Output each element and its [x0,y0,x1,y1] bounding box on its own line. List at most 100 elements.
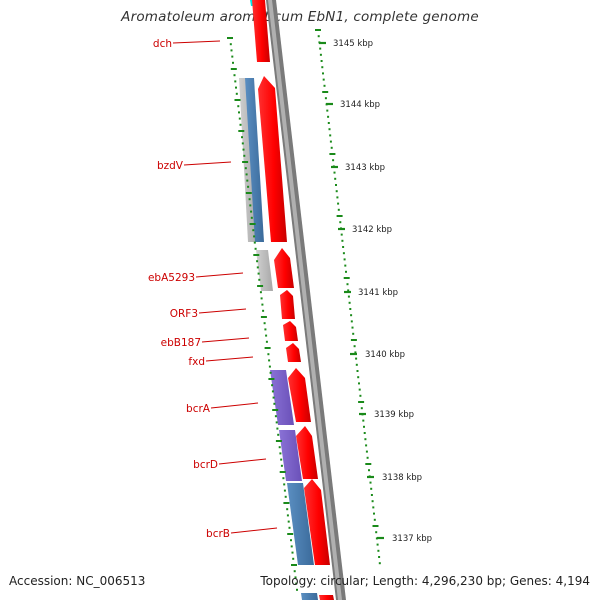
outer-tick-mark [327,122,330,124]
outer-tick-mark [329,140,332,143]
inner-tick-mark [238,130,245,132]
outer-tick-mark [378,556,381,558]
gene-labels: dch bzdV ebA5293 ORF3 ebB187 fxd bcrA bc… [148,38,278,540]
inner-tick-mark [294,576,297,579]
outer-tick-mark [358,382,360,385]
scale-label-3142: 3142 kbp [352,225,392,235]
backbone-highlight [268,0,342,600]
outer-tick-mark [348,301,351,304]
inner-tick-mark [293,570,296,573]
outer-tick-mark [377,549,380,552]
inner-tick-mark [283,502,290,504]
scale-label-3144: 3144 kbp [340,100,380,110]
inner-tick-mark [254,247,257,250]
outer-tick-mark [349,308,352,310]
purple-feature-bcrA [270,370,294,425]
inner-tick-mark [257,285,264,287]
blue-feature-end [301,593,318,600]
outer-tick-mark [376,543,379,546]
outer-tick-mark [365,450,368,453]
inner-tick-mark [235,92,238,95]
outer-tick-mark [319,53,322,56]
outer-tick-mark [347,295,350,298]
label-leader-bcrA [210,402,259,409]
outer-tick-mark [328,128,331,131]
outer-tick-mark [333,171,336,174]
outer-tick-mark [345,270,347,273]
outer-tick-mark [354,351,357,354]
inner-tick-mark [284,495,287,498]
outer-tick-mark [372,506,375,509]
scale-label-3140: 3140 kbp [365,350,405,360]
outer-tick-mark [341,239,344,242]
outer-tick-mark [322,72,324,75]
inner-tick-mark [245,192,252,194]
inner-tick-mark [242,161,249,163]
inner-tick-mark [241,142,244,145]
inner-tick-mark [245,173,248,176]
inner-tick-mark [260,297,263,300]
inner-tick-mark [253,235,256,238]
blue-feature-bcrB [287,483,314,565]
outer-tick-mark [334,177,337,180]
inner-tick-mark [231,55,234,58]
inner-tick-mark [230,49,233,52]
inner-tick-mark [272,396,275,399]
inner-tick-mark [268,365,271,368]
inner-tick-mark [282,477,285,480]
inner-tick-mark [249,223,256,225]
outer-tick-mark [366,456,369,459]
inner-tick-mark [265,340,268,343]
inner-tick-mark [275,440,282,442]
inner-tick-mark [263,322,266,325]
gene-label-fxd: fxd [188,356,205,368]
outer-tick-mark [332,159,335,162]
outer-tick-mark [335,190,338,193]
outer-tick-mark [373,518,376,521]
outer-tick-mark [359,394,362,397]
inner-tick-mark [268,378,275,380]
inner-tick-mark [239,123,242,126]
outer-tick-mark [347,289,350,292]
outer-tick-mark [315,29,321,31]
outer-tick-mark [329,153,336,155]
scale-labels: 3145 kbp 3144 kbp 3143 kbp 3142 kbp 3141… [319,39,432,544]
inner-tick-mark [279,452,282,455]
inner-tick-mark [264,328,267,331]
outer-tick-mark [371,500,374,503]
inner-tick-mark [233,74,236,77]
inner-tick-mark [234,80,237,83]
inner-tick-mark [241,136,243,139]
inner-tick-mark [235,86,237,89]
gene-arrow-fxd [286,343,301,362]
outer-tick-mark [370,487,373,490]
inner-tick-mark [286,508,289,511]
accession-text: Accession: NC_006513 [9,574,146,588]
inner-tick-mark [276,427,279,430]
gene-arrow-bcrB [304,479,330,565]
gene-arrow-ebA5293 [274,248,294,288]
inner-tick-mark [253,254,260,256]
outer-tick-mark [329,134,332,137]
gene-label-dch: dch [153,38,172,50]
inner-tick-mark [257,272,260,275]
outer-tick-mark [327,115,330,118]
gene-arrow-bcrA [288,368,311,422]
gene-arrow-bcrD [296,426,318,479]
label-leader-bzdV [183,161,232,166]
label-leader-dch [172,40,221,44]
inner-tick-mark [258,278,261,281]
outer-tick-mark [330,146,333,149]
map-title: Aromatoleum aromaticum EbN1, complete ge… [121,9,479,25]
inner-tick-mark [280,464,283,467]
outer-tick-mark [365,444,368,447]
gene-track [252,0,334,600]
grey-feature-ebA5293 [256,250,273,291]
outer-tick-mark [372,525,379,527]
outer-tick-mark [363,425,365,428]
outer-tick-mark [352,332,355,335]
outer-tick-mark [335,184,337,186]
genome-summary-text: Topology: circular; Length: 4,296,230 bp… [260,574,590,588]
